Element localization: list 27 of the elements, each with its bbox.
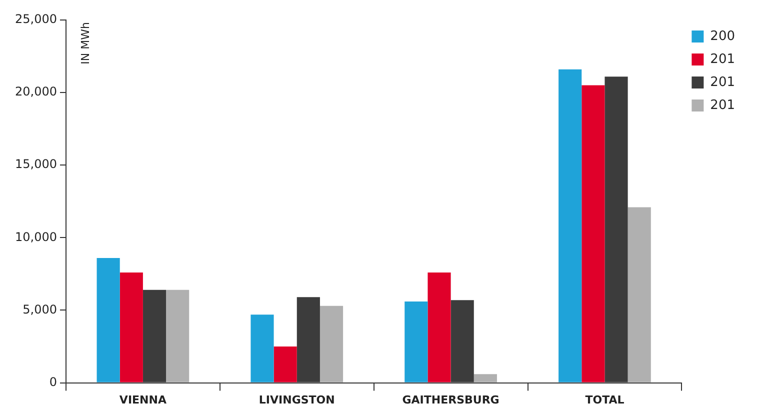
bar — [320, 306, 344, 382]
x-tick-label: VIENNA — [119, 393, 167, 406]
bar — [404, 302, 428, 382]
bar — [628, 207, 651, 382]
y-tick-label: 25,000 — [14, 12, 57, 26]
bar — [96, 258, 120, 382]
y-tick-label: 0 — [49, 374, 57, 389]
x-tick-label: GAITHERSBURG — [402, 393, 500, 406]
y-tick-label: 20,000 — [14, 84, 57, 99]
y-tick-label: 5,000 — [22, 302, 57, 316]
bar — [166, 290, 190, 382]
bar — [250, 314, 274, 382]
legend-label: 201 — [710, 74, 736, 90]
y-tick-label: 15,000 — [14, 157, 57, 172]
y-tick-label: 10,000 — [14, 230, 57, 244]
y-axis-title: IN MWh — [78, 22, 92, 64]
bar — [582, 85, 605, 382]
legend-label: 200 — [710, 28, 736, 44]
x-tick-label: LIVINGSTON — [258, 393, 335, 406]
x-tick-label: TOTAL — [585, 393, 624, 406]
legend-label: 201 — [710, 52, 736, 67]
bar — [120, 272, 143, 382]
legend-label: 201 — [710, 98, 736, 113]
bar — [558, 69, 582, 382]
bar — [428, 272, 451, 382]
bar — [274, 346, 297, 382]
bar — [474, 374, 497, 382]
